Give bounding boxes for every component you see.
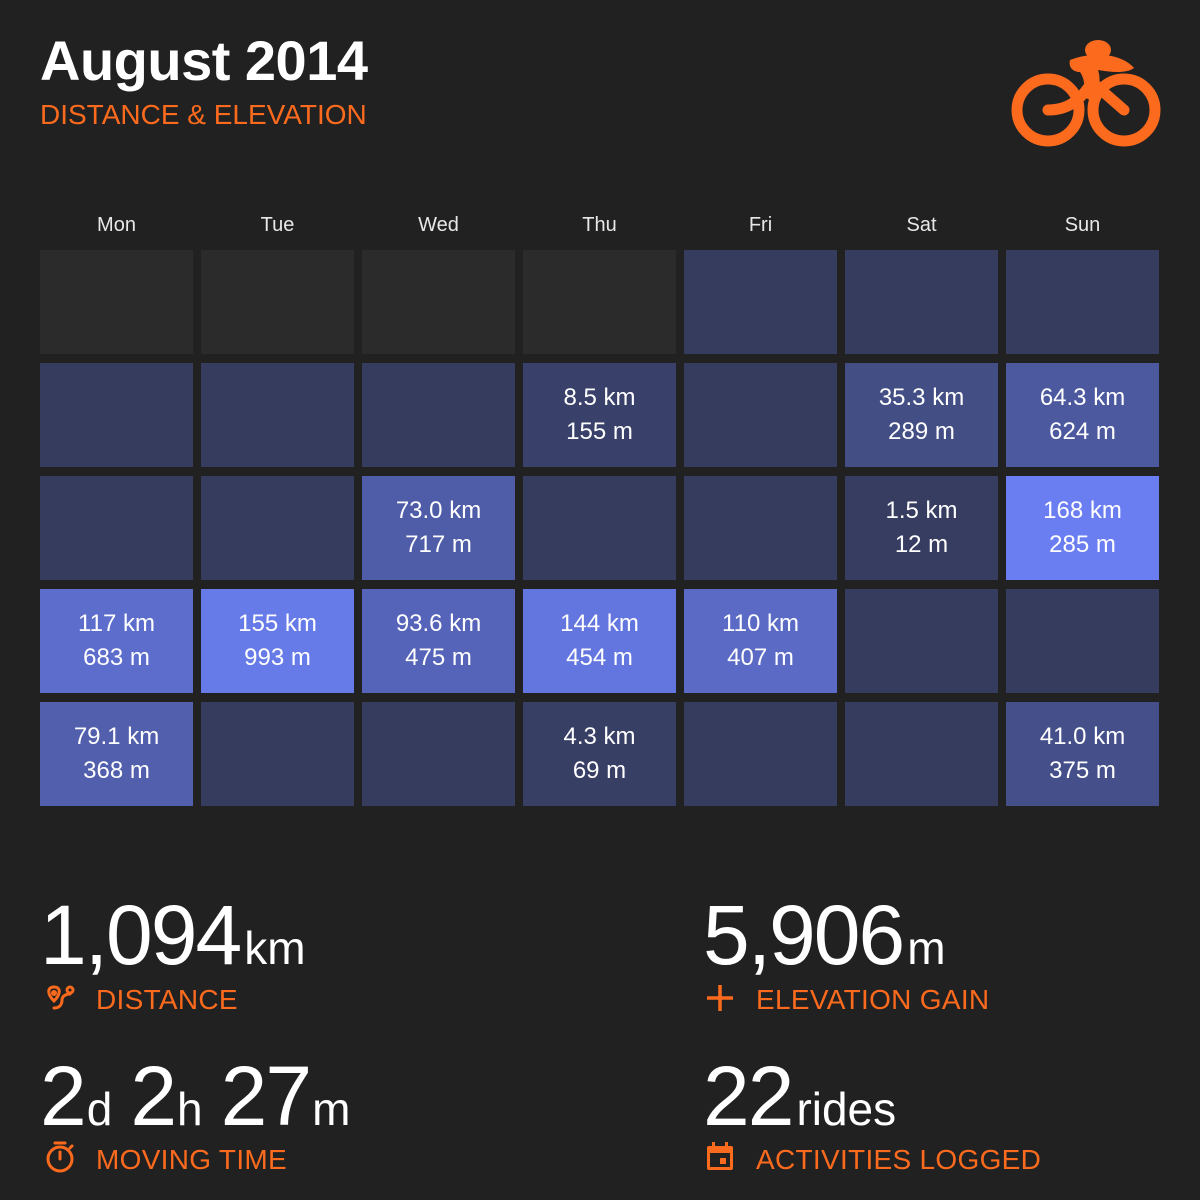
calendar-day-19[interactable]: 155 km 993 m	[201, 589, 354, 693]
route-pin-icon	[47, 985, 75, 1010]
weekday-label: Fri	[748, 214, 773, 236]
weekday-label: Sat	[906, 214, 937, 236]
day-distance: 64.3 km	[1039, 384, 1126, 411]
calendar-day-27[interactable]	[362, 702, 515, 806]
calendar-day-8[interactable]	[684, 363, 837, 467]
day-elevation: 69 m	[572, 757, 627, 784]
calendar-day-31[interactable]: 41.0 km 375 m	[1006, 702, 1159, 806]
calendar-icon	[707, 1142, 733, 1170]
moving-time-days: 2	[40, 1049, 87, 1143]
calendar-day-18[interactable]: 117 km 683 m	[40, 589, 193, 693]
day-elevation: 683 m	[83, 644, 150, 671]
stopwatch-icon	[46, 1141, 74, 1173]
rides-label: ACTIVITIES LOGGED	[756, 1144, 1042, 1175]
calendar-day-29[interactable]	[684, 702, 837, 806]
calendar-day-16[interactable]: 1.5 km 12 m	[845, 476, 998, 580]
moving-time-label: MOVING TIME	[96, 1144, 288, 1175]
weekday-label: Mon	[97, 214, 136, 236]
calendar-day-24[interactable]	[1006, 589, 1159, 693]
day-distance: 110 km	[722, 610, 799, 637]
weekday-label: Tue	[260, 214, 295, 236]
calendar-cell-empty	[201, 250, 354, 354]
distance-value: 1,094	[40, 888, 242, 982]
calendar-day-9[interactable]: 35.3 km 289 m	[845, 363, 998, 467]
calendar-day-15[interactable]	[684, 476, 837, 580]
plus-icon	[707, 985, 733, 1011]
day-elevation: 375 m	[1049, 757, 1116, 784]
day-distance: 4.3 km	[563, 723, 636, 750]
calendar-day-11[interactable]	[40, 476, 193, 580]
day-elevation: 717 m	[405, 531, 472, 558]
day-distance: 117 km	[78, 610, 155, 637]
calendar-day-25[interactable]: 79.1 km 368 m	[40, 702, 193, 806]
day-elevation: 289 m	[888, 418, 955, 445]
calendar-day-12[interactable]	[201, 476, 354, 580]
cyclist-icon	[1011, 40, 1161, 147]
calendar-cell-empty	[362, 250, 515, 354]
day-elevation: 285 m	[1049, 531, 1116, 558]
distance-label: DISTANCE	[96, 984, 238, 1015]
day-distance: 168 km	[1043, 497, 1122, 524]
calendar-grid: 8.5 km 155 m 35.3 km 289 m 64.3 km 624 m 73.0 …	[40, 250, 1159, 806]
day-elevation: 407 m	[727, 644, 794, 671]
elevation-label: ELEVATION GAIN	[756, 984, 990, 1015]
rides-stat: 22rides	[703, 1054, 896, 1138]
elevation-stat: 5,906m	[703, 893, 946, 977]
calendar-day-21[interactable]: 144 km 454 m	[523, 589, 676, 693]
day-elevation: 993 m	[244, 644, 311, 671]
day-elevation: 155 m	[566, 418, 633, 445]
distance-stat: 1,094km	[40, 893, 306, 977]
day-distance: 73.0 km	[395, 497, 482, 524]
day-distance: 1.5 km	[885, 497, 958, 524]
day-distance: 41.0 km	[1039, 723, 1126, 750]
calendar-day-22[interactable]: 110 km 407 m	[684, 589, 837, 693]
calendar-day-28[interactable]: 4.3 km 69 m	[523, 702, 676, 806]
day-distance: 8.5 km	[563, 384, 636, 411]
calendar-cell-empty	[40, 250, 193, 354]
calendar-day-1[interactable]	[684, 250, 837, 354]
day-distance: 155 km	[238, 610, 317, 637]
weekday-label: Sun	[1064, 214, 1101, 236]
weekday-label: Wed	[418, 214, 459, 236]
elevation-value: 5,906	[703, 888, 905, 982]
calendar-cell-empty	[523, 250, 676, 354]
calendar-day-4[interactable]	[40, 363, 193, 467]
rides-unit: rides	[796, 1083, 897, 1135]
elevation-unit: m	[907, 922, 946, 974]
day-elevation: 368 m	[83, 757, 150, 784]
page-subtitle: DISTANCE & ELEVATION	[40, 99, 367, 130]
calendar-day-26[interactable]	[201, 702, 354, 806]
calendar-day-5[interactable]	[201, 363, 354, 467]
distance-unit: km	[244, 922, 306, 974]
calendar-day-2[interactable]	[845, 250, 998, 354]
day-elevation: 12 m	[894, 531, 949, 558]
calendar-day-10[interactable]: 64.3 km 624 m	[1006, 363, 1159, 467]
moving-time-minutes-unit: m	[312, 1083, 351, 1135]
day-elevation: 454 m	[566, 644, 633, 671]
calendar-day-13[interactable]: 73.0 km 717 m	[362, 476, 515, 580]
day-distance: 144 km	[560, 610, 639, 637]
moving-time-stat: 2d 2h 27m	[40, 1054, 368, 1138]
moving-time-hours-unit: h	[177, 1083, 203, 1135]
moving-time-days-unit: d	[86, 1083, 113, 1135]
calendar-day-23[interactable]	[845, 589, 998, 693]
day-elevation: 475 m	[405, 644, 472, 671]
page-title: August 2014	[40, 29, 368, 92]
calendar-day-6[interactable]	[362, 363, 515, 467]
calendar-day-3[interactable]	[1006, 250, 1159, 354]
moving-time-hours: 2	[130, 1049, 177, 1143]
calendar-day-20[interactable]: 93.6 km 475 m	[362, 589, 515, 693]
weekday-label: Thu	[582, 214, 617, 236]
day-elevation: 624 m	[1049, 418, 1116, 445]
moving-time-minutes: 27	[220, 1049, 312, 1143]
calendar-day-30[interactable]	[845, 702, 998, 806]
calendar-day-17[interactable]: 168 km 285 m	[1006, 476, 1159, 580]
weekday-header-row: Mon Tue Wed Thu Fri Sat Sun	[40, 214, 1159, 240]
rides-value: 22	[703, 1049, 794, 1143]
calendar-day-14[interactable]	[523, 476, 676, 580]
calendar-day-7[interactable]: 8.5 km 155 m	[523, 363, 676, 467]
day-distance: 35.3 km	[878, 384, 965, 411]
day-distance: 79.1 km	[73, 723, 160, 750]
day-distance: 93.6 km	[395, 610, 482, 637]
